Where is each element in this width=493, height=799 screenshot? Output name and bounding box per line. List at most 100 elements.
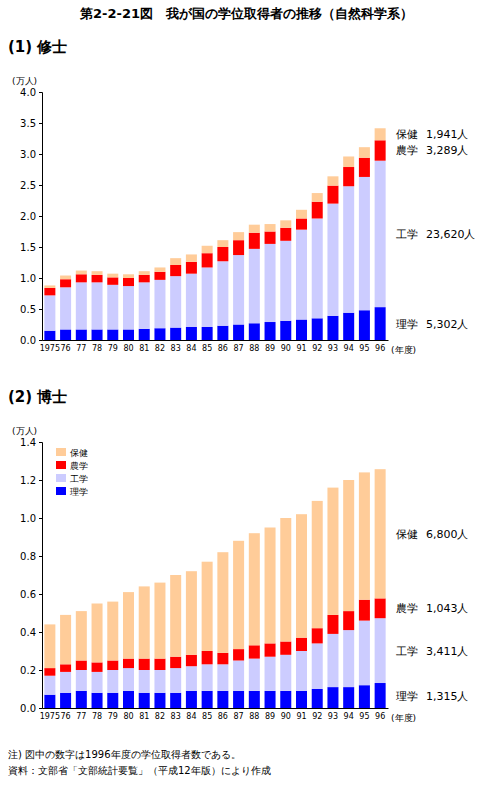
bar	[44, 668, 55, 676]
x-tick: 83	[171, 712, 181, 721]
bar	[154, 280, 165, 328]
bar	[123, 278, 134, 286]
x-tick-label: 87	[233, 712, 243, 721]
x-tick-label: 92	[312, 344, 322, 353]
y-tick-label: 1.2	[20, 475, 36, 486]
x-tick: 94	[344, 344, 354, 353]
x-axis-line	[43, 708, 389, 709]
bar	[170, 265, 181, 276]
x-tick-label: 91	[296, 712, 306, 721]
bar	[296, 218, 307, 229]
x-tick-label: 91	[296, 344, 306, 353]
x-tick: 80	[123, 344, 133, 353]
series-bars	[44, 469, 385, 668]
y-tick-mark	[39, 309, 42, 310]
bar	[359, 600, 370, 621]
bar	[327, 204, 338, 316]
y-tick-label: 4.0	[20, 87, 36, 98]
bar	[359, 621, 370, 686]
x-tick-label: 95	[359, 712, 369, 721]
bar	[312, 643, 323, 689]
bar	[375, 128, 386, 140]
y-tick-mark	[39, 708, 42, 709]
bar	[170, 328, 181, 340]
bar	[154, 693, 165, 708]
bar	[249, 533, 260, 645]
y-tick-mark	[39, 480, 42, 481]
bar	[60, 672, 71, 693]
bar	[375, 683, 386, 708]
bar	[343, 313, 354, 340]
bar	[343, 186, 354, 312]
x-tick: 89	[265, 712, 275, 721]
x-tick: 78	[92, 712, 102, 721]
bar	[139, 693, 150, 708]
bar	[217, 552, 228, 653]
bar	[343, 167, 354, 186]
annotation-value: 1,043人	[426, 602, 469, 615]
y-axis-line	[39, 93, 43, 341]
bar	[170, 668, 181, 693]
x-tick: 86	[218, 344, 228, 353]
y-tick-mark	[39, 92, 42, 93]
bar	[312, 202, 323, 219]
bar	[327, 186, 338, 204]
bar	[296, 691, 307, 708]
annotation-value: 3,411人	[426, 645, 469, 658]
bar	[327, 615, 338, 634]
bar	[107, 670, 118, 693]
x-tick: 87	[233, 344, 243, 353]
bar	[92, 604, 103, 663]
x-axis: 1975767778798081828384858687888990919293…	[40, 341, 389, 353]
bar	[296, 230, 307, 320]
x-tick: 1975	[40, 344, 60, 353]
bar	[312, 628, 323, 643]
bar	[92, 693, 103, 708]
x-tick: 78	[92, 344, 102, 353]
annotation-value: 1,315人	[426, 690, 469, 703]
chart-title: (2) 博士	[8, 388, 67, 406]
x-tick-label: 81	[139, 344, 149, 353]
x-tick: 76	[60, 712, 70, 721]
bar	[202, 664, 213, 691]
y-tick: 4.0	[20, 87, 42, 98]
series-bars	[44, 128, 385, 288]
x-tick: 84	[186, 344, 196, 353]
x-tick-label: 82	[155, 344, 165, 353]
bar	[107, 277, 118, 284]
bar	[123, 668, 134, 691]
y-tick-mark	[39, 632, 42, 633]
bar	[60, 279, 71, 287]
bar	[154, 670, 165, 693]
bar	[76, 282, 87, 329]
bar	[249, 233, 260, 249]
bar	[217, 664, 228, 691]
bar	[265, 657, 276, 691]
bar	[312, 193, 323, 202]
x-tick: 93	[328, 712, 338, 721]
bar	[76, 691, 87, 708]
bar	[76, 271, 87, 275]
bar	[139, 586, 150, 658]
x-tick: 82	[155, 712, 165, 721]
x-tick: 94	[344, 712, 354, 721]
bar	[327, 176, 338, 185]
bar	[249, 659, 260, 691]
x-tick: 95	[359, 344, 369, 353]
legend-swatch	[56, 487, 66, 495]
bar	[359, 685, 370, 708]
x-tick: 77	[76, 712, 86, 721]
bar	[44, 295, 55, 330]
legend-item: 保健	[56, 448, 88, 458]
y-tick: 1.0	[20, 513, 42, 524]
y-tick: 1.0	[20, 273, 42, 284]
y-tick: 3.0	[20, 149, 42, 160]
bar	[154, 272, 165, 280]
bar	[60, 329, 71, 340]
x-tick-label: 86	[218, 712, 228, 721]
bar	[92, 271, 103, 275]
bar	[280, 321, 291, 340]
bar	[375, 469, 386, 598]
x-tick: 91	[296, 344, 306, 353]
y-axis-title: (万人)	[12, 426, 37, 436]
